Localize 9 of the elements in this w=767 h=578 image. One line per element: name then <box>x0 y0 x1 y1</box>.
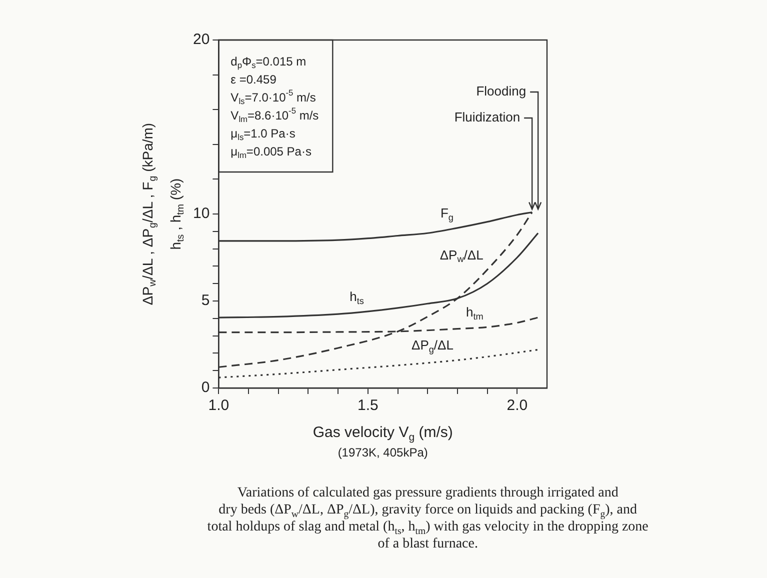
annotation: Flooding <box>476 84 526 99</box>
y-tick-label: 0 <box>201 379 210 396</box>
annotation: Fluidization <box>454 110 520 125</box>
x-tick-label: 2.0 <box>506 397 528 414</box>
y-tick-label: 5 <box>201 292 210 310</box>
y-tick-label: 10 <box>192 205 210 222</box>
x-tick-label: 1.5 <box>357 397 378 414</box>
y-tick-label: 20 <box>192 31 210 48</box>
x-tick-label: 1.0 <box>208 397 230 414</box>
